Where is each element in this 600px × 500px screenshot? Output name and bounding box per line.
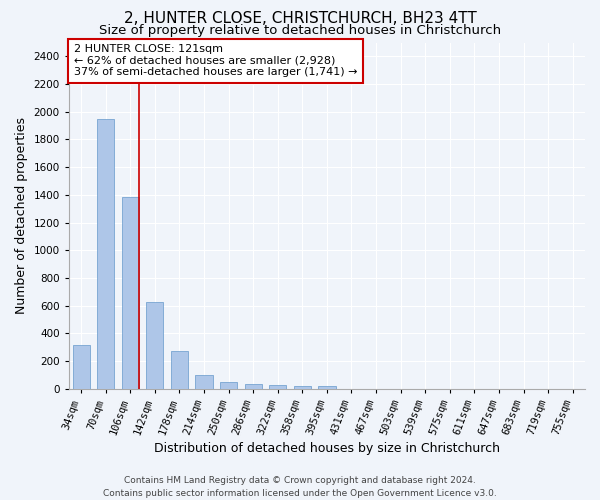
Text: 2 HUNTER CLOSE: 121sqm
← 62% of detached houses are smaller (2,928)
37% of semi-: 2 HUNTER CLOSE: 121sqm ← 62% of detached… bbox=[74, 44, 358, 78]
Bar bbox=[146, 302, 163, 389]
Bar bbox=[97, 118, 115, 389]
Text: 2, HUNTER CLOSE, CHRISTCHURCH, BH23 4TT: 2, HUNTER CLOSE, CHRISTCHURCH, BH23 4TT bbox=[124, 11, 476, 26]
Bar bbox=[220, 382, 237, 389]
X-axis label: Distribution of detached houses by size in Christchurch: Distribution of detached houses by size … bbox=[154, 442, 500, 455]
Bar bbox=[245, 384, 262, 389]
Bar bbox=[196, 375, 212, 389]
Bar bbox=[294, 386, 311, 389]
Y-axis label: Number of detached properties: Number of detached properties bbox=[15, 117, 28, 314]
Text: Contains HM Land Registry data © Crown copyright and database right 2024.
Contai: Contains HM Land Registry data © Crown c… bbox=[103, 476, 497, 498]
Bar bbox=[122, 197, 139, 389]
Bar bbox=[319, 386, 335, 389]
Bar bbox=[269, 386, 286, 389]
Text: Size of property relative to detached houses in Christchurch: Size of property relative to detached ho… bbox=[99, 24, 501, 37]
Bar bbox=[171, 350, 188, 389]
Bar bbox=[73, 345, 90, 389]
